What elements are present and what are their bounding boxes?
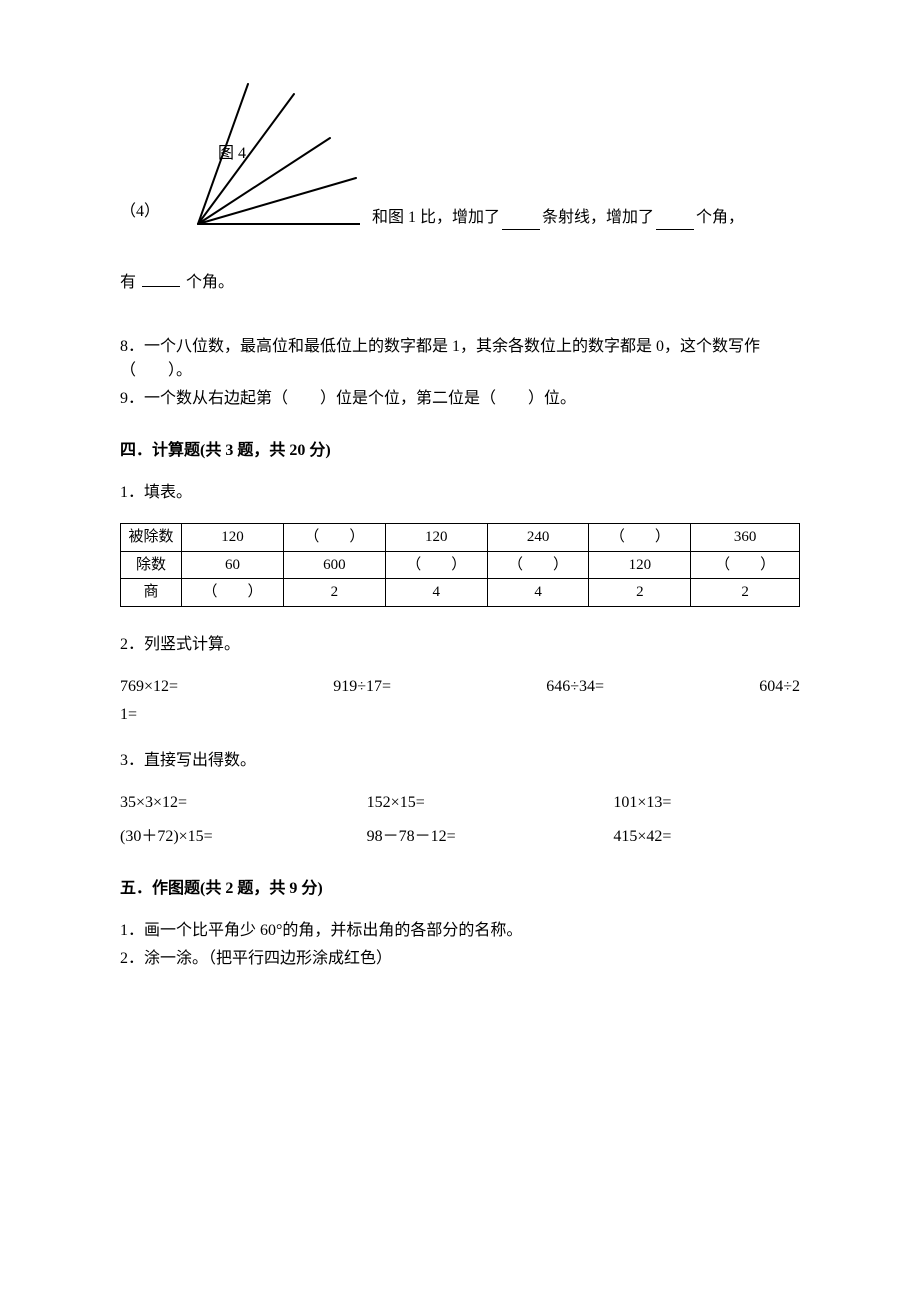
expr: 646÷34= <box>546 675 604 699</box>
question-8: 8．一个八位数，最高位和最低位上的数字都是 1，其余各数位上的数字都是 0，这个… <box>120 335 800 383</box>
item-number: （4） <box>120 200 160 224</box>
question-7-4-line2: 有 个角。 <box>120 270 800 295</box>
table-cell: 2 <box>691 579 800 607</box>
section-4-title: 四．计算题(共 3 题，共 20 分) <box>120 439 800 463</box>
table-cell: 除数 <box>121 551 182 579</box>
expr: 35×3×12= <box>120 791 307 815</box>
figure-4-svg <box>170 80 360 230</box>
question-9: 9．一个数从右边起第（ ）位是个位，第二位是（ ）位。 <box>120 387 800 411</box>
expr: (30＋72)×15= <box>120 825 307 849</box>
table-cell: 4 <box>385 579 487 607</box>
q7-text-b: 条射线，增加了 <box>542 206 654 230</box>
table-cell: （ ） <box>589 524 691 552</box>
table-cell: （ ） <box>182 579 284 607</box>
table-cell: （ ） <box>283 524 385 552</box>
blank-rays <box>502 213 540 230</box>
table-cell: 被除数 <box>121 524 182 552</box>
expr: 101×13= <box>553 791 800 815</box>
sec4-q3-row1: 35×3×12= 152×15= 101×13= <box>120 791 800 815</box>
blank-angles-total <box>142 270 180 287</box>
table-cell: 4 <box>487 579 589 607</box>
expr: 98－78－12= <box>307 825 554 849</box>
q7-text-a: 和图 1 比，增加了 <box>372 206 500 230</box>
figure-4-label: 图 4 <box>218 142 246 166</box>
table-cell: 2 <box>283 579 385 607</box>
question-7-4: （4） 图 4 和图 1 比，增加了 条射线，增加了 个角， <box>120 80 800 230</box>
blank-angles-added <box>656 213 694 230</box>
expr: 769×12= <box>120 675 178 699</box>
figure-4: 图 4 <box>170 80 360 230</box>
table-cell: 60 <box>182 551 284 579</box>
sec4-q3-label: 3．直接写出得数。 <box>120 749 800 773</box>
division-table: 被除数120（ ）120240（ ）360除数60600（ ）（ ）120（ ）… <box>120 523 800 607</box>
expr: 415×42= <box>553 825 800 849</box>
expr: 152×15= <box>307 791 554 815</box>
sec5-q1: 1．画一个比平角少 60°的角，并标出角的各部分的名称。 <box>120 919 800 943</box>
table-cell: （ ） <box>487 551 589 579</box>
table-cell: 600 <box>283 551 385 579</box>
table-cell: 120 <box>182 524 284 552</box>
table-cell: 240 <box>487 524 589 552</box>
sec4-q3-row2: (30＋72)×15= 98－78－12= 415×42= <box>120 825 800 849</box>
table-cell: 商 <box>121 579 182 607</box>
sec4-q2-wrap: 1= <box>120 703 800 727</box>
table-cell: （ ） <box>385 551 487 579</box>
q7-line2-b: 个角。 <box>186 274 234 291</box>
q7-line2-a: 有 <box>120 274 136 291</box>
sec4-q1-label: 1．填表。 <box>120 481 800 505</box>
section-5-title: 五．作图题(共 2 题，共 9 分) <box>120 877 800 901</box>
table-cell: 360 <box>691 524 800 552</box>
expr: 604÷2 <box>759 675 800 699</box>
table-cell: 120 <box>385 524 487 552</box>
sec4-q2-label: 2．列竖式计算。 <box>120 633 800 657</box>
sec4-q2-row: 769×12= 919÷17= 646÷34= 604÷2 <box>120 675 800 699</box>
table-cell: 2 <box>589 579 691 607</box>
table-cell: （ ） <box>691 551 800 579</box>
q7-text-c: 个角， <box>696 206 744 230</box>
expr: 919÷17= <box>333 675 391 699</box>
table-cell: 120 <box>589 551 691 579</box>
sec5-q2: 2．涂一涂。（把平行四边形涂成红色） <box>120 947 800 971</box>
